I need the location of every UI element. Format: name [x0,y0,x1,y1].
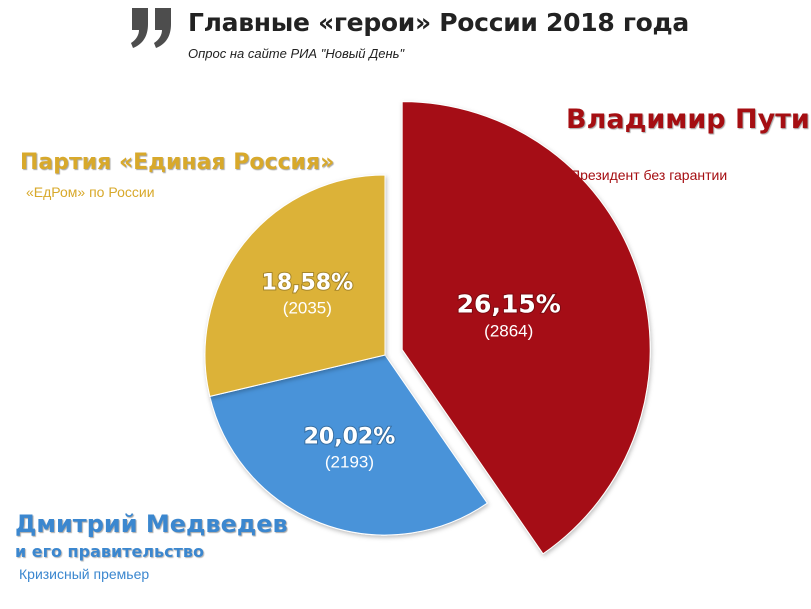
chart-subtitle: Опрос на сайте РИА "Новый День" [188,46,405,61]
chart-title: Главные «герои» России 2018 года [188,8,689,37]
slice-votes-edinaya_rossiya: (2035) [283,299,332,318]
slice-percent-putin: 26,15% [457,289,561,318]
legend-name-putin: Владимир Путин [566,104,811,135]
legend-sub-medvedev: и его правительство [15,542,205,561]
legend-desc-edinaya-rossiya: «ЕдРом» по России [26,184,155,200]
legend-name-medvedev: Дмитрий Медведев [15,510,288,538]
pie-slice-putin [401,101,651,555]
pie-slice-medvedev [209,354,488,536]
slice-percent-edinaya_rossiya: 18,58% [262,271,354,296]
quote-icon [131,8,171,48]
slice-percent-medvedev: 20,02% [304,424,396,449]
legend-desc-medvedev: Кризисный премьер [19,566,150,582]
slice-votes-putin: (2864) [484,321,533,340]
slice-votes-medvedev: (2193) [325,452,374,471]
legend-name-edinaya-rossiya: Партия «Единая Россия» [20,150,335,175]
pie-slice-edinaya_rossiya [204,174,386,398]
legend-desc-putin: Президент без гарантии [570,167,728,183]
